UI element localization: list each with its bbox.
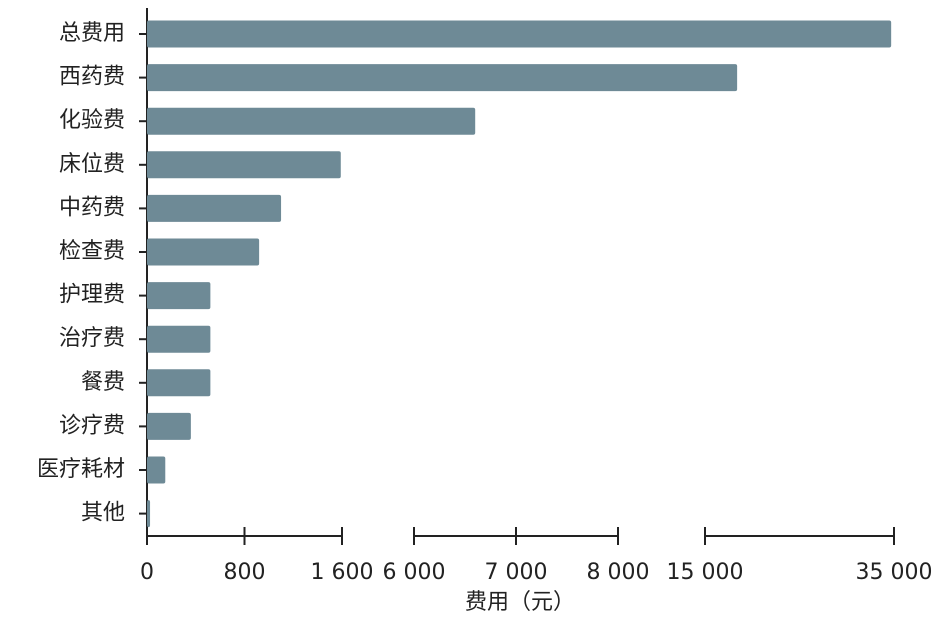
y-tick-label: 化验费: [59, 108, 125, 133]
x-tick-label: 800: [224, 560, 266, 585]
y-tick-label: 餐费: [81, 370, 125, 395]
y-tick-label: 西药费: [59, 65, 125, 90]
x-axis-label: 费用（元）: [465, 590, 575, 615]
bar: [147, 64, 738, 92]
x-tick-label: 15 000: [667, 560, 744, 585]
x-tick-label: 6 000: [383, 560, 446, 585]
bar: [147, 369, 211, 397]
bar: [147, 238, 260, 266]
y-tick-label: 诊疗费: [59, 413, 125, 438]
x-tick-label: 1 600: [311, 560, 374, 585]
bar: [147, 151, 341, 179]
bar: [147, 456, 166, 484]
bar: [147, 412, 191, 440]
y-tick-label: 中药费: [59, 195, 125, 220]
bar: [147, 107, 476, 135]
y-tick-label: 检查费: [59, 239, 125, 264]
y-tick-label: 总费用: [59, 21, 125, 46]
x-tick-label: 7 000: [485, 560, 548, 585]
bar: [147, 194, 282, 222]
y-tick-label: 其他: [81, 501, 125, 526]
y-tick-label: 医疗耗材: [37, 457, 125, 482]
x-tick-label: 8 000: [587, 560, 650, 585]
bar: [147, 500, 151, 528]
y-tick-label: 床位费: [59, 152, 125, 177]
x-tick-label: 0: [140, 560, 154, 585]
y-tick-label: 治疗费: [59, 326, 125, 351]
bar: [147, 325, 211, 353]
bar: [147, 20, 892, 48]
x-tick-label: 35 000: [856, 560, 933, 585]
bar: [147, 282, 211, 310]
y-tick-label: 护理费: [59, 283, 125, 308]
